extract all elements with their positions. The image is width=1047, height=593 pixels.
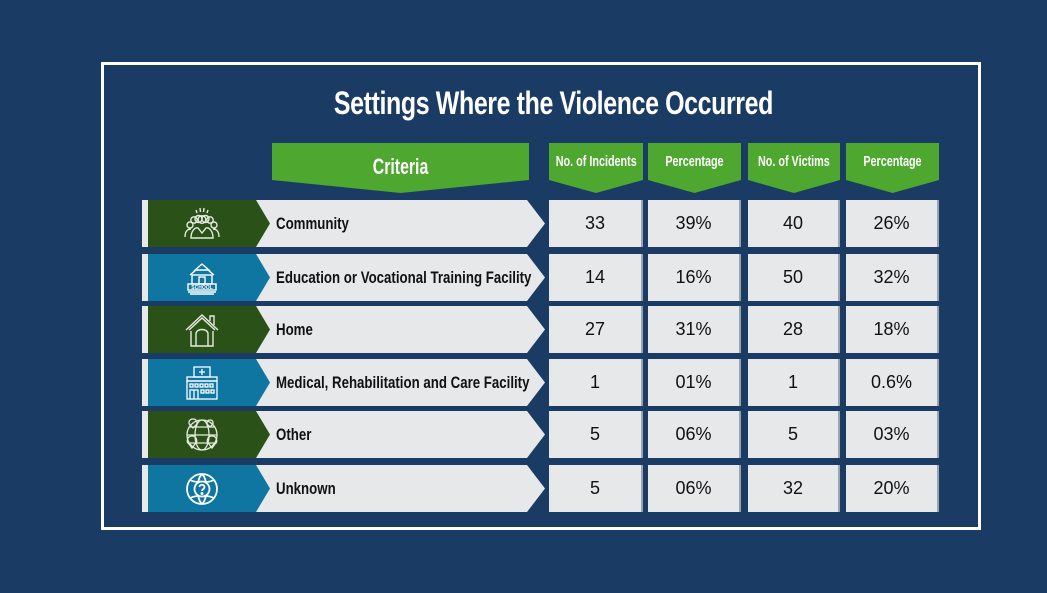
incidents-cell: 33 — [549, 200, 643, 247]
victims-percentage-cell: 0.6% — [846, 359, 939, 406]
row-icon-box — [148, 306, 270, 353]
row-strip — [142, 200, 148, 247]
header-label: No. of Incidents — [555, 153, 637, 170]
incidents-cell: 14 — [549, 254, 643, 301]
incidents-cell: 27 — [549, 306, 643, 353]
row-strip — [142, 411, 148, 458]
row-strip — [142, 306, 148, 353]
incidents-cell: 5 — [549, 411, 643, 458]
row-label: Home — [276, 320, 313, 339]
incidents-cell: 5 — [549, 465, 643, 512]
row-label: Community — [276, 214, 349, 233]
school-icon: SCHOOL — [187, 262, 217, 295]
table-row: Other 5 06% 5 03% — [142, 411, 939, 458]
header-criteria-label: Criteria — [372, 154, 429, 179]
victims-cell: 40 — [748, 200, 840, 247]
row-strip — [142, 465, 148, 512]
row-label: Education or Vocational Training Facilit… — [276, 268, 532, 287]
table-row: Home 27 31% 28 18% — [142, 306, 939, 353]
incidents-percentage-cell: 31% — [648, 306, 741, 353]
community-icon — [184, 207, 220, 239]
victims-percentage-cell: 32% — [846, 254, 939, 301]
hospital-icon — [186, 365, 218, 400]
victims-cell: 1 — [748, 359, 840, 406]
victims-cell: 50 — [748, 254, 840, 301]
globe-question-icon — [186, 472, 218, 505]
row-strip — [142, 254, 148, 301]
incidents-percentage-cell: 06% — [648, 411, 741, 458]
table-row: Medical, Rehabilitation and Care Facilit… — [142, 359, 939, 406]
content-frame — [101, 62, 981, 530]
victims-percentage-cell: 20% — [846, 465, 939, 512]
home-icon — [185, 313, 219, 347]
globe-location-icon — [186, 417, 218, 451]
row-label: Medical, Rehabilitation and Care Facilit… — [276, 373, 530, 392]
table-row: Community 33 39% 40 26% — [142, 200, 939, 247]
row-icon-box — [148, 465, 270, 512]
victims-cell: 5 — [748, 411, 840, 458]
incidents-percentage-cell: 39% — [648, 200, 741, 247]
row-label: Other — [276, 425, 312, 444]
header-label: No. of Victims — [758, 153, 830, 170]
row-icon-box — [148, 411, 270, 458]
header-label: Percentage — [863, 153, 922, 170]
row-strip — [142, 359, 148, 406]
table-row: SCHOOL Education or Vocational Training … — [142, 254, 939, 301]
incidents-percentage-cell: 16% — [648, 254, 741, 301]
incidents-cell: 1 — [549, 359, 643, 406]
row-label: Unknown — [276, 479, 336, 498]
page-title: Settings Where the Violence Occurred — [333, 85, 773, 121]
victims-percentage-cell: 26% — [846, 200, 939, 247]
victims-percentage-cell: 18% — [846, 306, 939, 353]
row-icon-box — [148, 359, 270, 406]
victims-cell: 28 — [748, 306, 840, 353]
svg-text:SCHOOL: SCHOOL — [191, 285, 212, 291]
row-icon-box: SCHOOL — [148, 254, 270, 301]
victims-cell: 32 — [748, 465, 840, 512]
table-row: Unknown 5 06% 32 20% — [142, 465, 939, 512]
victims-percentage-cell: 03% — [846, 411, 939, 458]
incidents-percentage-cell: 01% — [648, 359, 741, 406]
row-icon-box — [148, 200, 270, 247]
header-label: Percentage — [665, 153, 724, 170]
incidents-percentage-cell: 06% — [648, 465, 741, 512]
